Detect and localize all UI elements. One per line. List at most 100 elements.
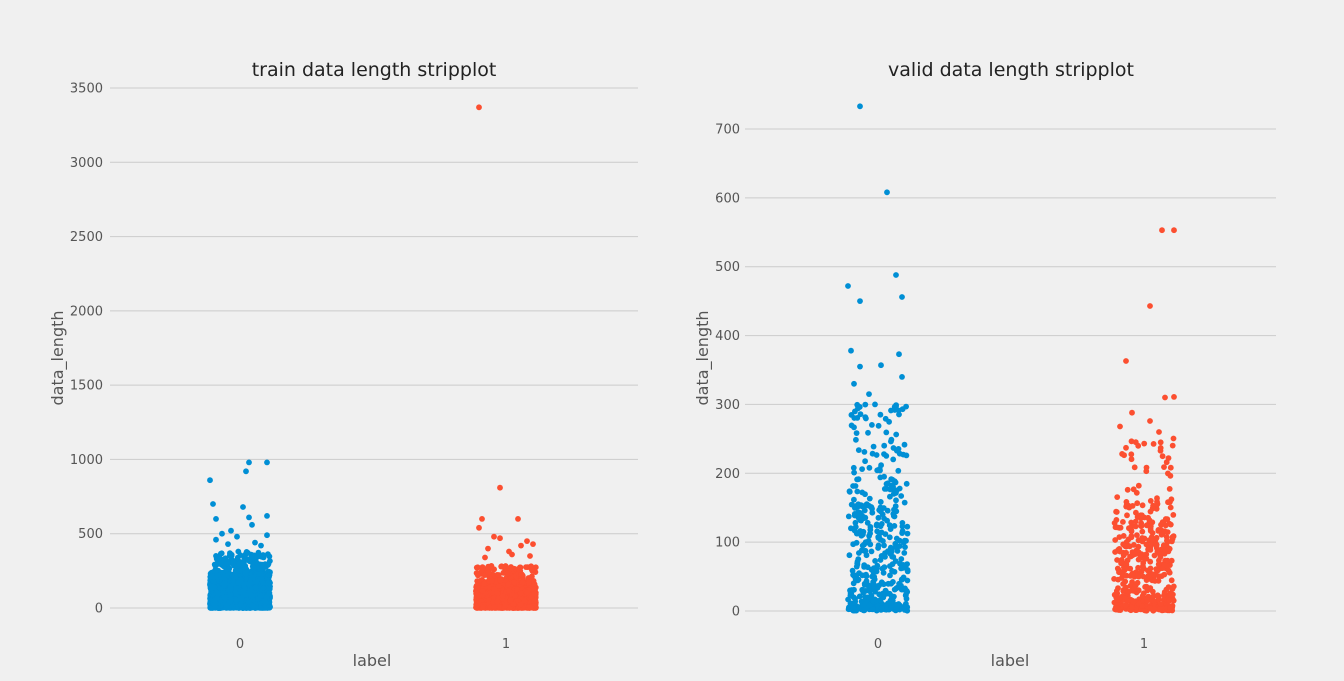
strip-point [1163,534,1170,540]
strip-point [265,551,271,558]
strip-point-outlier [234,533,240,540]
y-tick-label: 0 [732,605,740,620]
strip-point [902,602,909,609]
strip-point [226,599,233,606]
strip-point [861,564,867,570]
strip-point [845,513,852,520]
strip-point [886,590,893,597]
strip-point [1128,456,1135,463]
strip-point-outlier [530,541,536,547]
y-tick-label: 500 [715,260,740,275]
strip-points [207,104,539,611]
strip-point-outlier [1162,394,1168,401]
strip-point [852,595,858,602]
strip-point [1147,558,1154,565]
strip-point [1168,557,1175,564]
strip-point [1123,543,1129,550]
strip-point [883,429,890,436]
y-tick-label: 1000 [70,453,103,468]
strip-point [523,564,529,570]
strip-point [888,482,895,489]
strip-point [1128,451,1135,458]
strip-point [531,597,538,604]
strip-point [881,564,888,571]
strip-point [1147,523,1154,530]
strip-point [221,594,228,601]
strip-point [1114,596,1121,603]
strip-point [887,572,893,579]
strip-point [862,458,868,465]
strip-point [1128,527,1135,533]
strip-point [257,593,263,599]
strip-point-outlier [851,380,857,387]
strip-point-outlier [213,516,219,522]
strip-point [893,431,900,438]
strip-point [896,485,903,492]
strip-point [260,585,267,591]
strip-point [245,550,251,556]
strip-point [1121,452,1127,459]
strip-point [853,430,860,436]
strip-point [491,594,498,601]
strip-point [900,451,907,458]
strip-point [1155,528,1162,534]
strip-point [901,550,908,556]
chart-title: valid data length stripplot [888,59,1134,81]
strip-point [869,450,876,457]
strip-point [523,589,530,596]
strip-point [217,560,224,567]
strip-point [877,499,884,505]
strip-point [862,580,869,587]
strip-point [898,582,904,589]
strip-point-outlier [1159,227,1165,234]
strip-point [881,442,888,449]
strip-point [1154,593,1161,599]
strip-point [211,597,218,604]
strip-point [1148,541,1155,548]
strip-point [876,507,883,513]
strip-point [866,602,873,609]
train-stripplot-panel: train data length stripplot 0 500 1000 1500… [48,59,638,670]
strip-point [890,456,897,463]
x-tick-label: 0 [236,637,244,652]
strip-point [886,534,893,541]
strip-point [860,603,867,609]
strip-point [875,422,882,429]
strip-point [1139,502,1146,509]
strip-point [1139,538,1146,545]
strip-point [887,493,893,500]
strip-point-outlier [213,536,219,543]
strip-point [1137,552,1144,559]
strip-point [1161,589,1168,596]
strip-point [1157,601,1164,607]
strip-point [848,501,855,508]
y-tick-label: 100 [715,536,740,551]
strip-point [862,502,869,509]
strip-point [1169,442,1176,449]
strip-point [531,590,538,597]
strip-point [1122,578,1129,585]
strip-point-outlier [1171,394,1177,400]
strip-point-outlier [491,533,497,540]
strip-point [898,556,905,562]
strip-point [1112,549,1118,555]
strip-point [519,579,526,586]
strip-point [866,533,872,539]
strip-point [847,587,854,594]
strip-point [230,557,237,564]
strip-point [262,599,269,606]
strip-point [1147,498,1154,504]
strip-point [517,564,524,571]
strip-point [499,593,506,599]
strip-point-outlier [219,530,225,537]
valid-stripplot-panel: valid data length stripplot 010020030040… [693,59,1276,670]
strip-point [1116,546,1123,552]
strip-point [863,573,870,580]
y-tick-labels: 0 500 1000 1500 2000 2500 3000 3500 [70,82,103,617]
strip-point-outlier [515,516,521,522]
strip-point [901,441,908,448]
strip-point [1159,519,1166,525]
strip-point [1153,534,1160,541]
strip-point [497,577,504,584]
x-axis-label: label [353,651,392,670]
